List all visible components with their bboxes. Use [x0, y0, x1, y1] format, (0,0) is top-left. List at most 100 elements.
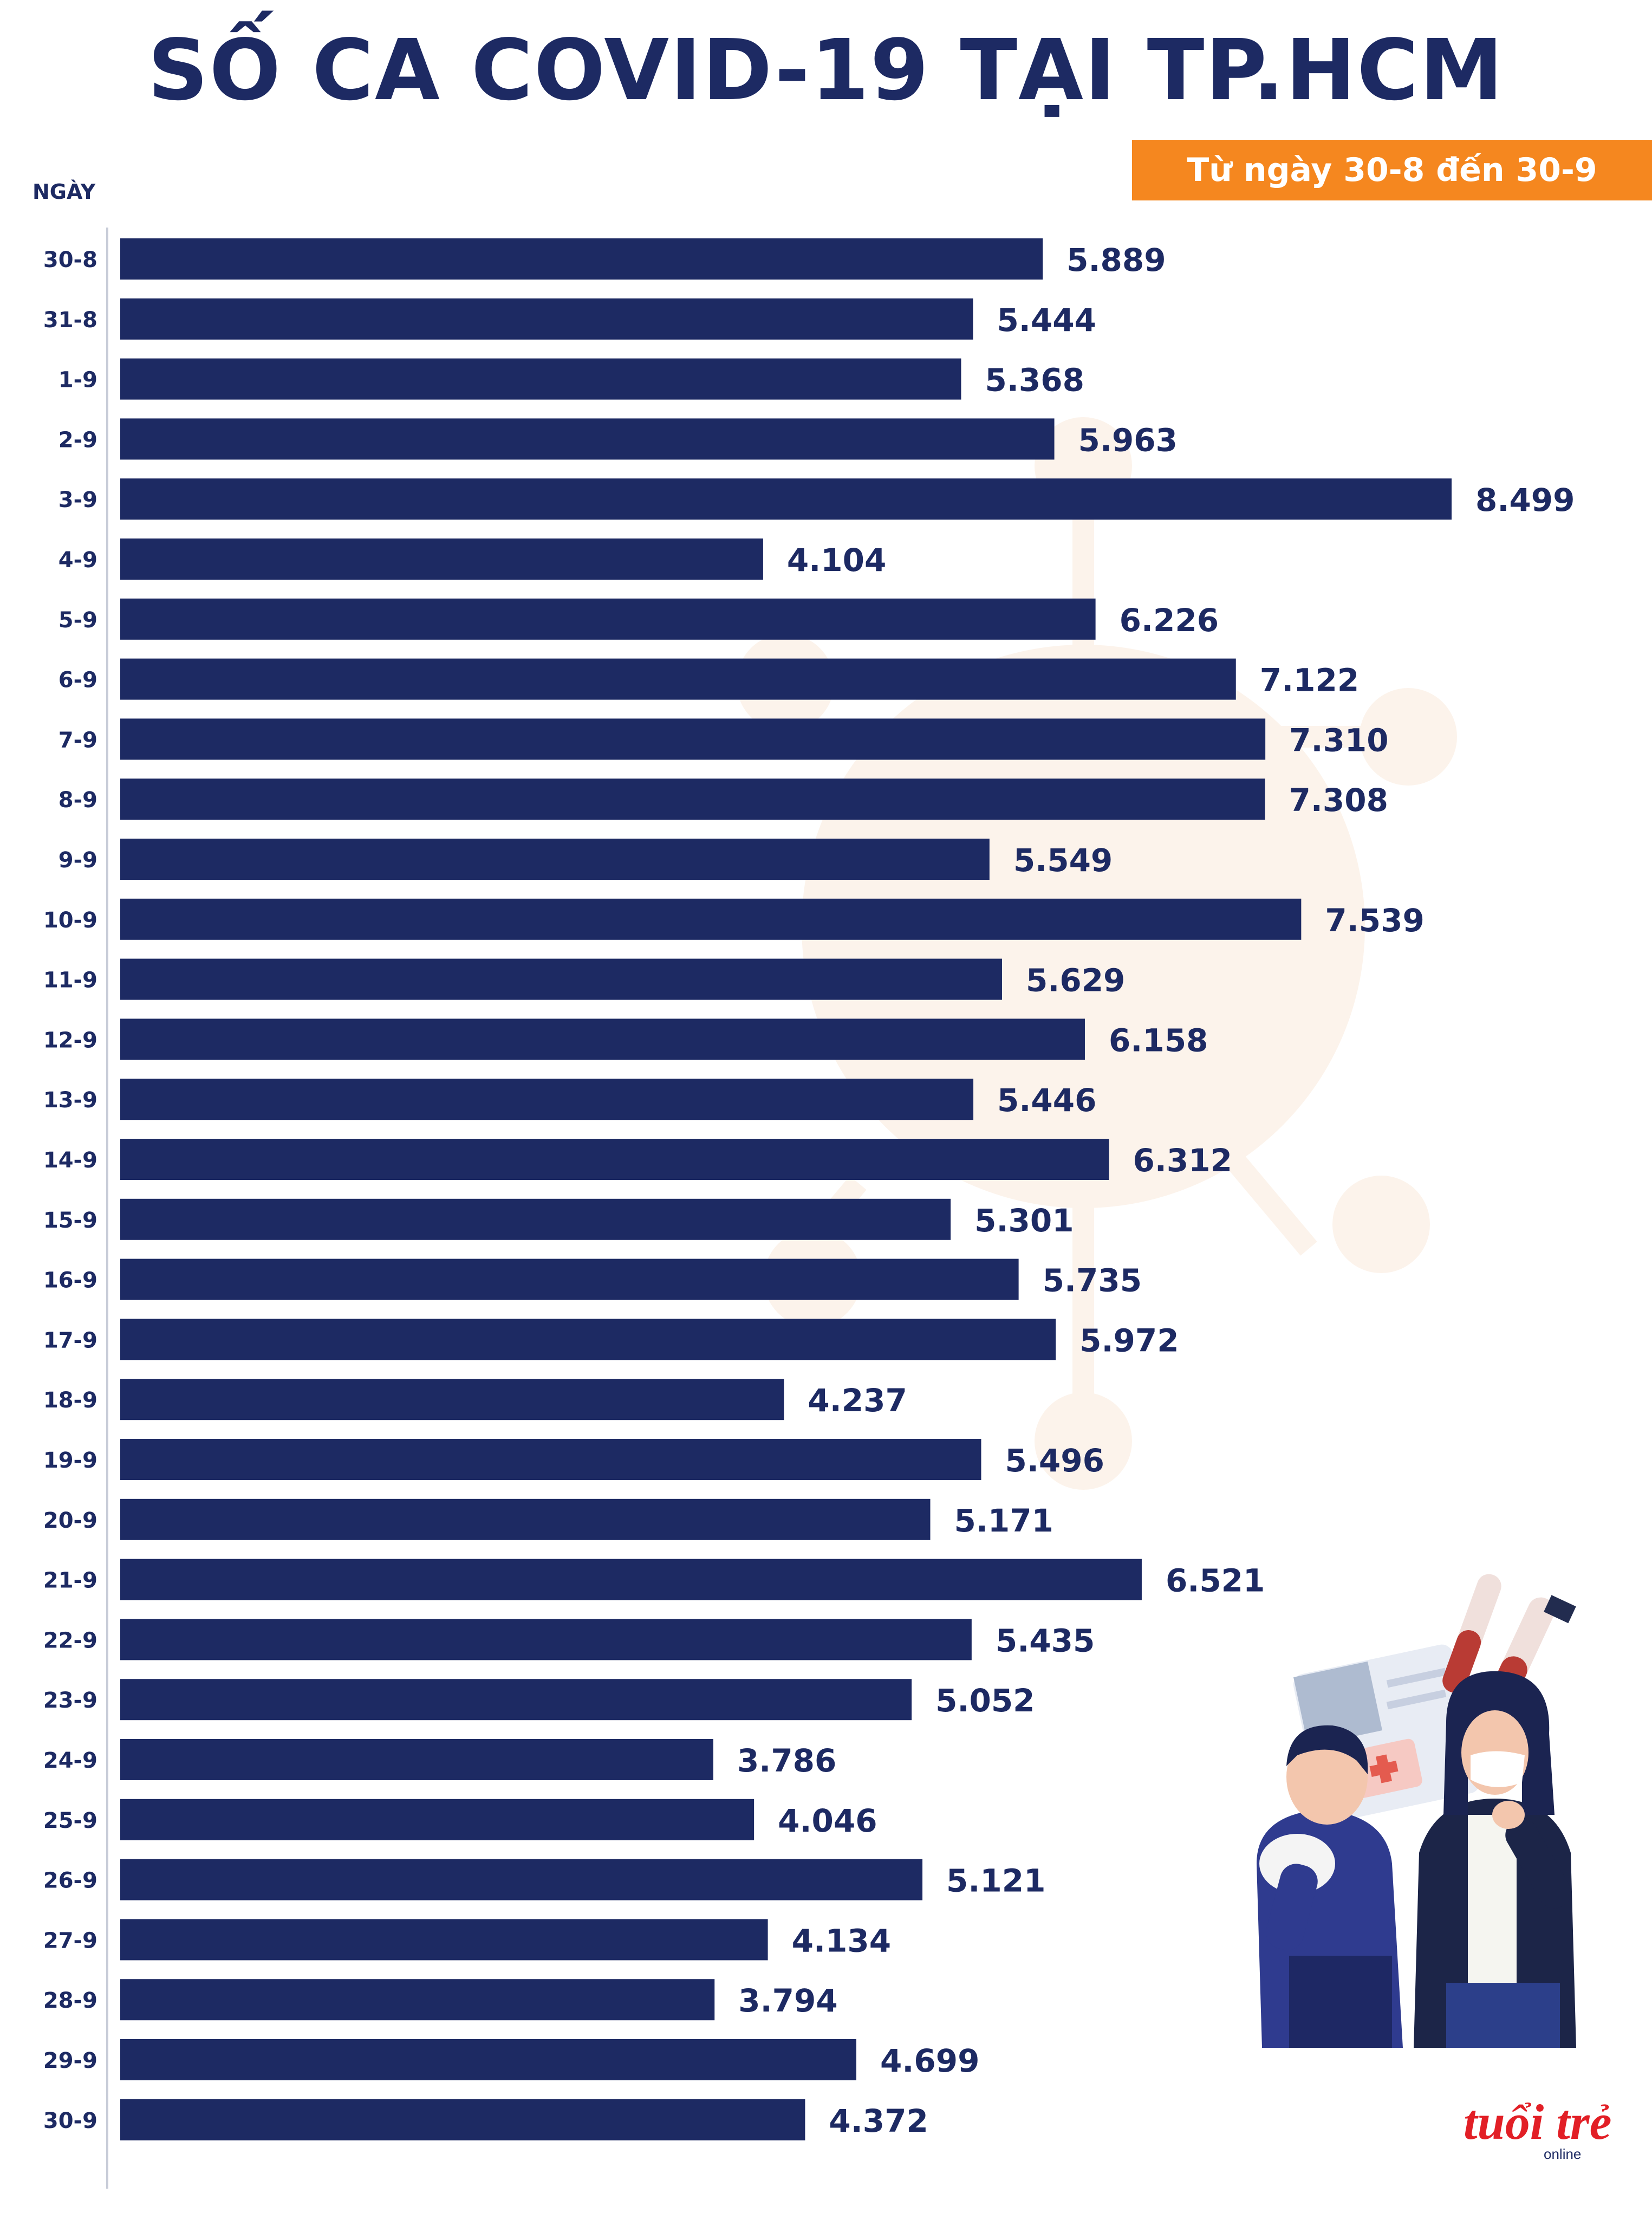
category-label: 25-9 — [43, 1808, 97, 1833]
category-label: 9-9 — [58, 848, 97, 873]
bar — [120, 1018, 1085, 1060]
bar — [120, 2039, 857, 2080]
bar — [120, 1198, 951, 1240]
bar — [120, 358, 961, 400]
value-label: 7.308 — [1289, 782, 1388, 819]
value-label: 5.735 — [1043, 1262, 1142, 1299]
value-label: 5.444 — [997, 302, 1096, 339]
value-label: 4.046 — [778, 1802, 877, 1839]
value-label: 6.521 — [1166, 1562, 1265, 1599]
value-label: 3.794 — [738, 1982, 837, 2019]
value-label: 7.310 — [1289, 722, 1388, 758]
date-range-badge: Từ ngày 30-8 đến 30-9 — [1132, 140, 1652, 200]
value-label: 5.446 — [997, 1082, 1096, 1119]
value-label: 7.539 — [1325, 902, 1424, 939]
tuoi-tre-logo: tuổi trẻ online — [1464, 2094, 1611, 2162]
category-label: 22-9 — [43, 1628, 97, 1653]
value-label: 4.237 — [808, 1382, 907, 1419]
value-label: 6.226 — [1120, 602, 1219, 639]
y-axis-title: NGÀY — [32, 180, 96, 204]
value-label: 5.121 — [946, 1863, 1045, 1899]
category-label: 19-9 — [43, 1448, 97, 1473]
category-label: 6-9 — [58, 668, 97, 693]
category-label: 11-9 — [43, 968, 97, 993]
bar — [120, 839, 990, 880]
category-label: 5-9 — [58, 608, 97, 633]
category-label: 7-9 — [58, 728, 97, 752]
value-label: 5.496 — [1005, 1442, 1104, 1479]
category-label: 18-9 — [43, 1388, 97, 1413]
category-label: 26-9 — [43, 1868, 97, 1893]
category-label: 30-9 — [43, 2108, 97, 2133]
category-label: 21-9 — [43, 1568, 97, 1593]
category-label: 31-8 — [43, 308, 97, 333]
category-label: 23-9 — [43, 1688, 97, 1713]
category-label: 27-9 — [43, 1928, 97, 1953]
bar — [120, 1979, 715, 2021]
value-label: 6.312 — [1133, 1142, 1232, 1179]
value-label: 5.171 — [954, 1502, 1053, 1539]
category-label: 4-9 — [58, 548, 97, 573]
category-label: 24-9 — [43, 1748, 97, 1773]
value-label: 8.499 — [1475, 482, 1575, 518]
bar — [120, 778, 1265, 820]
value-label: 5.301 — [974, 1202, 1074, 1239]
bar — [120, 1619, 972, 1660]
bar — [120, 1139, 1109, 1180]
category-label: 1-9 — [58, 368, 97, 393]
value-label: 4.104 — [787, 542, 886, 579]
category-label: 13-9 — [43, 1088, 97, 1113]
bar — [120, 418, 1055, 460]
bar — [120, 1679, 912, 1721]
category-label: 20-9 — [43, 1508, 97, 1533]
value-label: 3.786 — [737, 1742, 836, 1779]
bar — [120, 1559, 1142, 1600]
category-label: 29-9 — [43, 2048, 97, 2073]
bar — [120, 1799, 755, 1840]
value-label: 5.889 — [1066, 242, 1166, 278]
category-label: 15-9 — [43, 1208, 97, 1233]
value-label: 5.435 — [996, 1622, 1095, 1659]
chart-title: SỐ CA COVID-19 TẠI TP.HCM — [147, 21, 1505, 119]
category-label: 28-9 — [43, 1988, 97, 2013]
bar — [120, 1439, 981, 1480]
category-label: 10-9 — [43, 908, 97, 933]
category-label: 30-8 — [43, 248, 97, 272]
bar — [120, 1379, 784, 1420]
category-label: 14-9 — [43, 1148, 97, 1173]
bar — [120, 1258, 1019, 1300]
bar — [120, 2099, 805, 2140]
bar — [120, 1859, 923, 1900]
value-label: 5.972 — [1079, 1322, 1179, 1359]
bar — [120, 238, 1043, 280]
people-illustration — [1257, 1574, 1576, 2048]
bar — [120, 658, 1236, 700]
value-label: 5.963 — [1078, 421, 1178, 458]
bar — [120, 538, 763, 580]
value-label: 5.368 — [985, 362, 1084, 399]
value-label: 5.629 — [1026, 962, 1125, 999]
bar — [120, 478, 1452, 520]
bar — [120, 718, 1266, 760]
bar — [120, 1319, 1056, 1360]
value-label: 4.134 — [792, 1922, 891, 1959]
category-label: 8-9 — [58, 788, 97, 813]
logo-brand-text: tuổi trẻ — [1464, 2094, 1611, 2150]
value-label: 6.158 — [1109, 1022, 1208, 1059]
value-label: 5.052 — [935, 1682, 1035, 1719]
logo-sub-text: online — [1544, 2146, 1581, 2162]
bar — [120, 1919, 768, 1961]
category-label: 12-9 — [43, 1028, 97, 1053]
category-label: 17-9 — [43, 1328, 97, 1353]
category-label: 3-9 — [58, 488, 97, 512]
bar — [120, 958, 1002, 1000]
value-label: 7.122 — [1260, 662, 1359, 699]
bar — [120, 1498, 931, 1540]
bar — [120, 898, 1302, 940]
category-label: 16-9 — [43, 1268, 97, 1293]
value-label: 4.372 — [829, 2103, 928, 2139]
bar — [120, 1079, 974, 1120]
bar — [120, 598, 1096, 640]
category-label: 2-9 — [58, 427, 97, 452]
